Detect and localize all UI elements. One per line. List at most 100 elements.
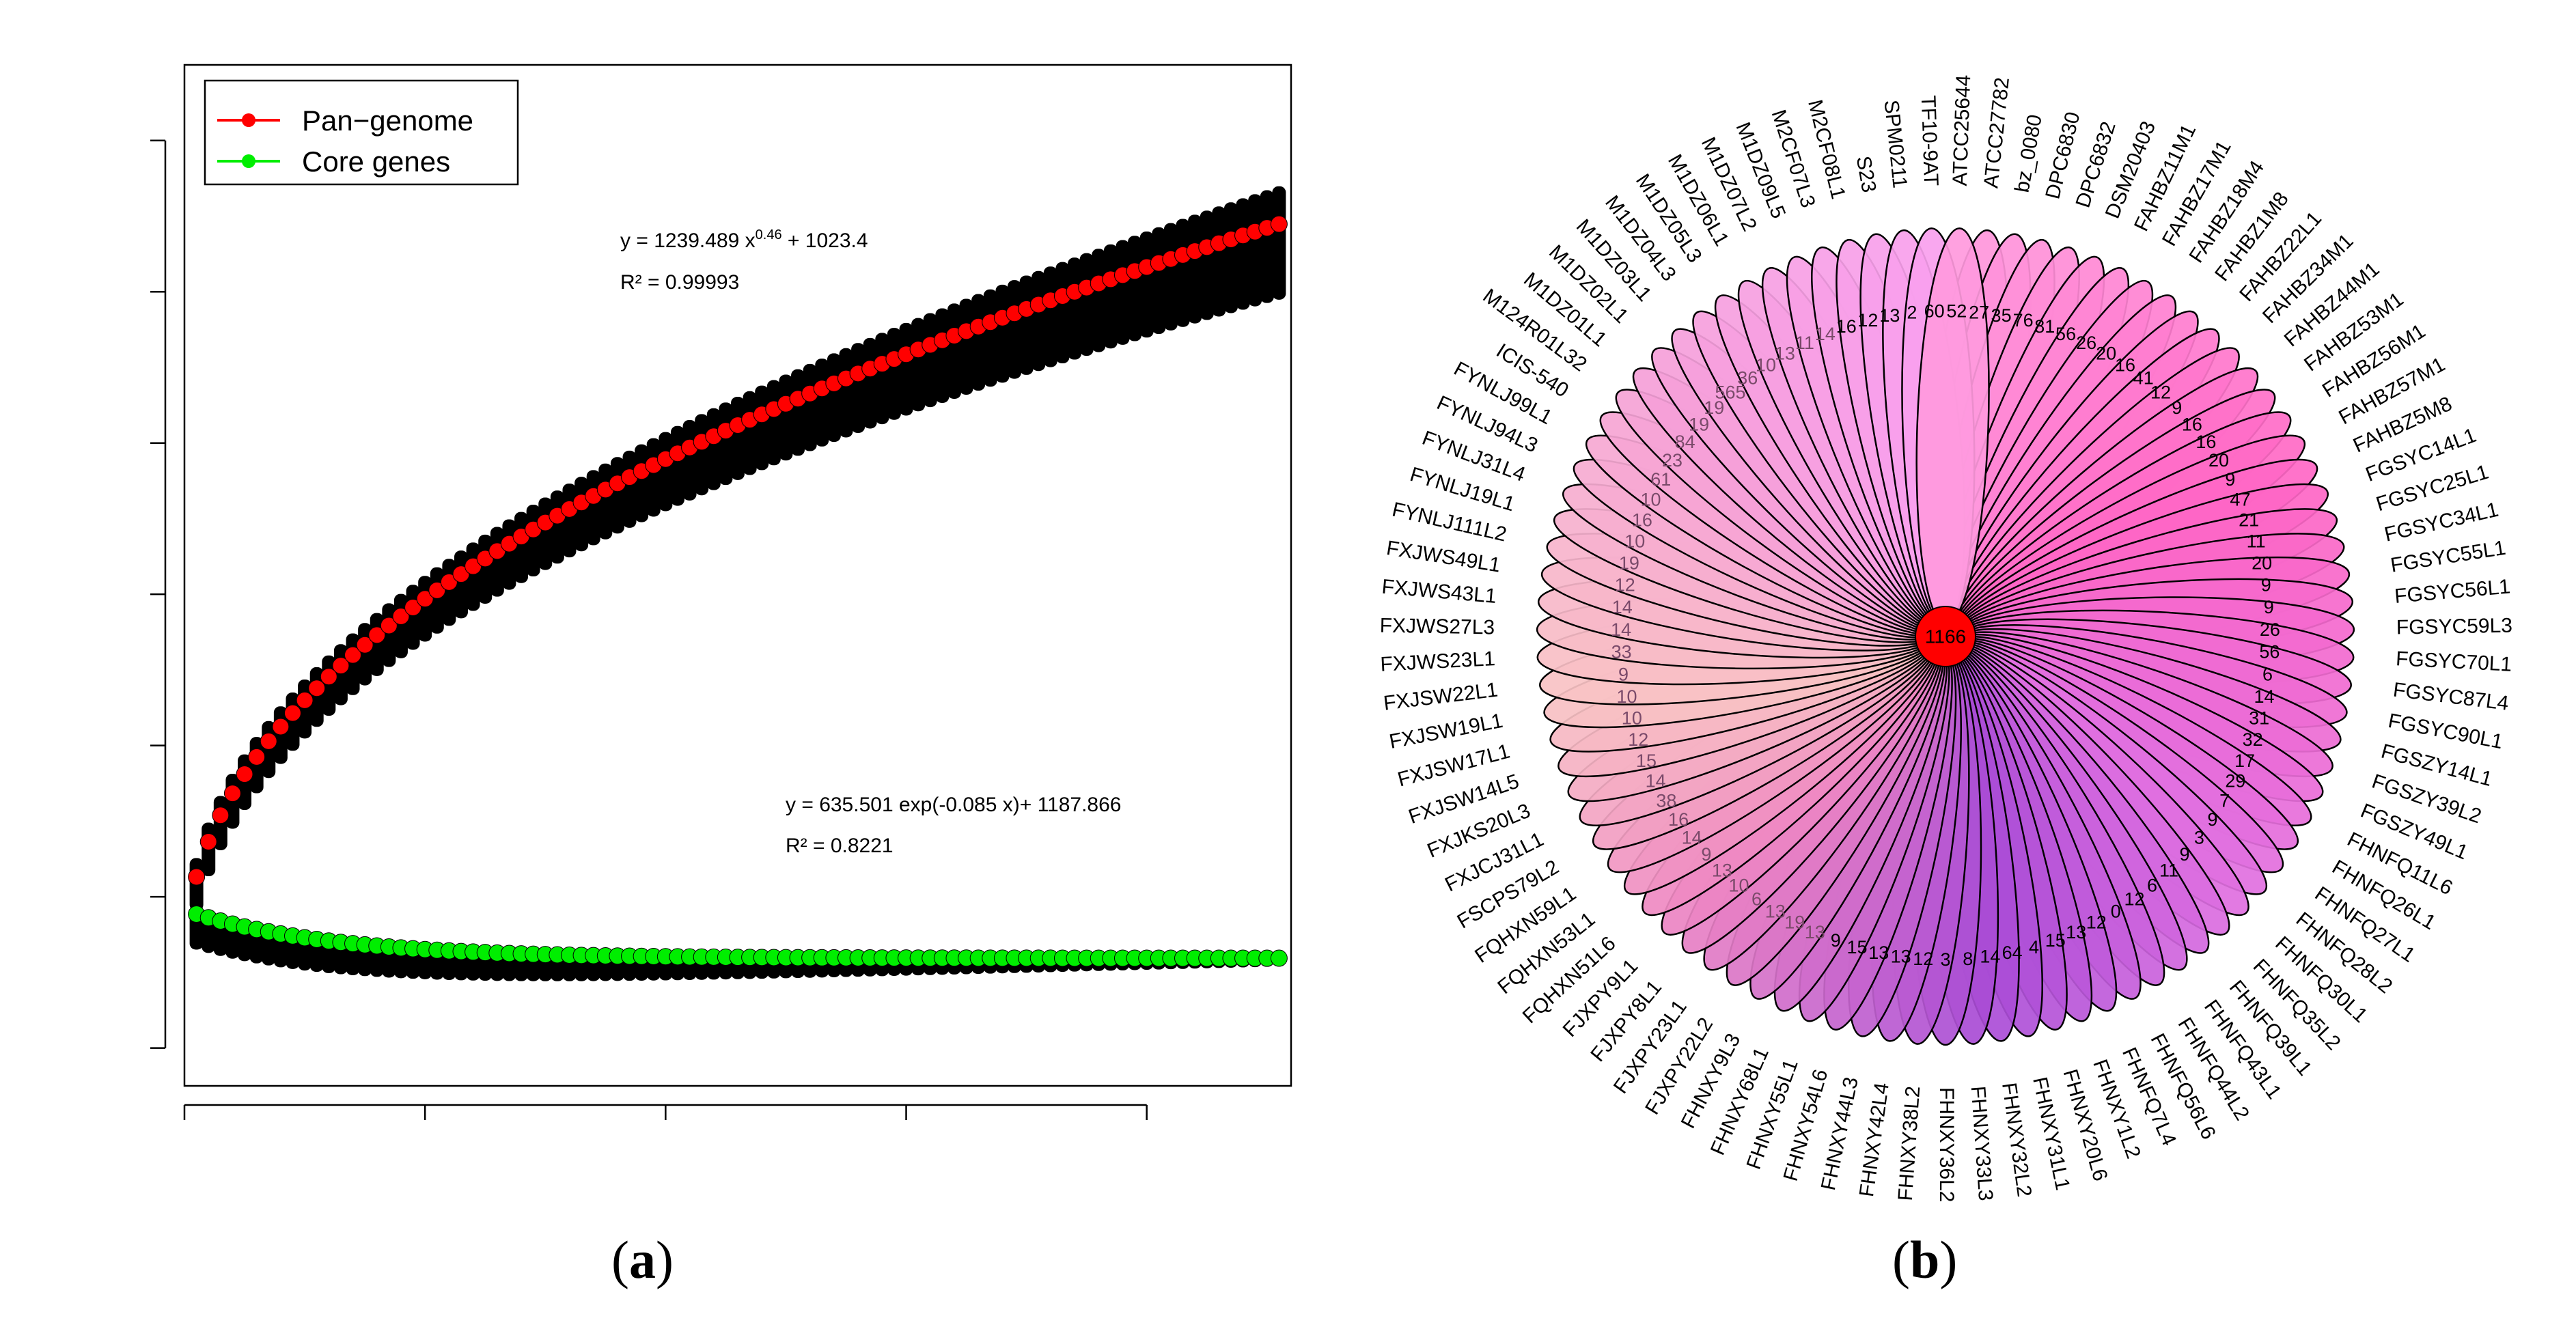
petal-count: 11: [1795, 333, 1814, 353]
petal-count: 6: [2147, 875, 2157, 895]
scatter-range: [923, 313, 937, 408]
petal-count: 12: [2150, 382, 2171, 403]
scatter-range: [1223, 202, 1238, 313]
petal-count: 15: [2045, 930, 2066, 951]
core-circle: [1915, 606, 1976, 667]
petal-count: 12: [1628, 729, 1648, 750]
petal-count: 61: [1650, 469, 1671, 490]
petal-count: 21: [2239, 510, 2259, 531]
petal-count: 81: [2034, 316, 2055, 337]
fit-point: [452, 565, 470, 583]
scatter-cloud-pan: [189, 186, 1286, 911]
scatter-range: [1176, 219, 1190, 327]
petal-count: 12: [2124, 889, 2145, 909]
petal-count: 9: [2207, 809, 2217, 830]
fit-point: [248, 748, 266, 766]
petal-count: 16: [1836, 316, 1857, 337]
scatter-range: [791, 369, 805, 456]
petal-count: 9: [1831, 930, 1841, 951]
genome-label: S23: [1852, 154, 1881, 194]
petal-count: 23: [1662, 450, 1682, 471]
petal-count: 16: [2115, 355, 2135, 376]
genome-label: FGSYC70L1: [2395, 647, 2512, 676]
scatter-range: [1139, 231, 1154, 338]
genome-label: FGSYC59L3: [2396, 615, 2513, 639]
petal-count: 12: [1857, 310, 1878, 331]
scatter-range: [935, 308, 950, 403]
genome-label: TF10-9AT: [1917, 95, 1943, 186]
petal-count: 12: [1615, 575, 1635, 596]
legend-marker: [242, 113, 255, 127]
fit-point: [404, 598, 422, 616]
petal-count: 14: [2254, 686, 2274, 707]
genome-label: FGSYC55L1: [2389, 537, 2507, 577]
scatter-range: [562, 484, 577, 558]
petal-count: 52: [1946, 300, 1967, 321]
petal-count: 9: [2264, 597, 2274, 617]
scatter-range: [815, 359, 829, 447]
pan-equation-tail: + 1023.4: [782, 229, 868, 252]
scatter-range: [995, 284, 1010, 383]
petal-count: 13: [2066, 922, 2086, 942]
fit-point: [212, 807, 230, 824]
scatter-range: [755, 385, 769, 471]
petal-count: 9: [2225, 469, 2235, 490]
petal-count: 19: [1689, 414, 1709, 434]
scatter-range: [1043, 266, 1057, 367]
scatter-range: [610, 457, 624, 534]
fit-point: [332, 657, 350, 675]
fit-point: [368, 626, 386, 644]
fit-point: [416, 590, 434, 608]
scatter-range: [875, 333, 889, 425]
petal-count: 7: [2219, 790, 2230, 811]
genome-label: FHNXY32L2: [1997, 1081, 2036, 1198]
petal-count: 3: [2194, 827, 2204, 848]
genome-label: FHNXY38L2: [1894, 1085, 1925, 1201]
scatter-range: [971, 294, 986, 391]
fit-point: [223, 785, 241, 802]
scatter-range: [1068, 257, 1082, 360]
scatter-range: [706, 408, 721, 490]
petal-count: 12: [2086, 912, 2107, 933]
petal-count: 14: [1646, 771, 1666, 792]
scatter-range: [899, 322, 913, 416]
fit-point: [236, 766, 253, 783]
scatter-range: [622, 450, 637, 528]
scatter-range: [1272, 186, 1286, 300]
panel-label-b-letter: b: [1909, 1230, 1940, 1289]
scatter-range: [598, 463, 613, 540]
petal-count: 20: [2096, 343, 2116, 363]
petal-count: 10: [1641, 489, 1661, 509]
petal-count: 3: [1940, 949, 1950, 970]
genome-label: FXJWS27L3: [1379, 615, 1495, 639]
petal-count: 20: [2252, 552, 2272, 573]
core-r2: R² = 0.8221: [786, 835, 894, 857]
petal-count: 56: [2055, 324, 2076, 344]
scatter-range: [766, 380, 781, 466]
petal-count: 10: [1756, 355, 1776, 376]
scatter-range: [947, 303, 961, 399]
legend: Pan−genome Core genes: [204, 79, 519, 186]
fit-point: [320, 668, 337, 686]
petal-count: 9: [2172, 397, 2182, 418]
petal-count: 20: [2208, 450, 2229, 471]
petal-count: 16: [1668, 809, 1689, 830]
core-count: 1166: [1925, 626, 1966, 647]
fit-point: [1270, 949, 1288, 967]
fit-point: [440, 573, 458, 591]
petal-count: 9: [2180, 844, 2190, 865]
fit-point: [356, 636, 374, 654]
fit-point: [188, 868, 206, 886]
scatter-range: [646, 438, 661, 517]
scatter-range: [803, 363, 817, 451]
scatter-range: [1055, 262, 1070, 364]
pan-equation-base: y = 1239.489 x: [620, 229, 756, 252]
petal-count: 16: [2196, 432, 2216, 452]
scatter-range: [1103, 244, 1118, 349]
flower-diagram: 52ATCC2564427ATCC2778235bz_008076DPC6830…: [1379, 74, 2513, 1202]
scatter-range: [1116, 240, 1130, 345]
panel-b-flower-plot: 52 ATCC25644 27 ATCC27782 35 bz_0080 76 DPC6830…: [1339, 0, 2576, 1326]
petal-count: 17: [2234, 751, 2255, 771]
legend-marker: [242, 154, 255, 168]
scatter-range: [574, 477, 589, 552]
